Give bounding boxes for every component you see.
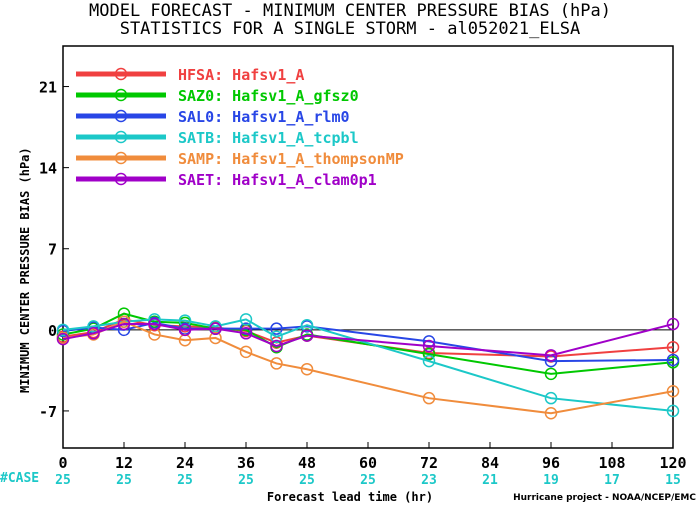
x-tick-label: 36 — [237, 454, 255, 472]
legend-marker — [114, 130, 128, 144]
x-tick-label: 60 — [359, 454, 377, 472]
x-tick-label: 120 — [659, 454, 686, 472]
case-count: 25 — [55, 473, 71, 488]
data-point — [422, 347, 436, 361]
data-point — [87, 320, 100, 333]
data-point — [544, 349, 558, 362]
case-count: 21 — [482, 473, 498, 488]
legend-label: SAMP: Hafsv1_A_thompsonMP — [178, 150, 404, 168]
data-point — [148, 317, 161, 331]
data-point — [117, 317, 131, 331]
data-point — [544, 367, 558, 381]
data-point — [56, 323, 70, 337]
case-count: 25 — [177, 473, 193, 488]
data-point — [300, 329, 314, 342]
chart-subtitle: STATISTICS FOR A SINGLE STORM - al052021… — [119, 19, 581, 39]
legend-marker — [114, 109, 128, 123]
data-point — [56, 332, 70, 346]
data-point — [178, 314, 192, 327]
y-tick-label: 7 — [48, 241, 57, 259]
x-tick-label: 108 — [598, 454, 625, 472]
data-point — [209, 322, 222, 335]
y-tick-label: 14 — [39, 160, 57, 178]
data-point — [178, 323, 192, 337]
data-point — [544, 406, 558, 420]
data-point — [239, 327, 253, 340]
y-tick-label: 21 — [39, 79, 57, 97]
x-axis-label: Forecast lead time (hr) — [266, 490, 434, 504]
x-tick-label: 24 — [176, 454, 194, 472]
legend-marker — [114, 88, 128, 102]
data-point — [300, 362, 314, 376]
legend-label: SAET: Hafsv1_A_clam0p1 — [178, 171, 377, 189]
x-tick-label: 48 — [298, 454, 316, 472]
legend-marker — [114, 172, 128, 186]
data-point — [666, 404, 680, 418]
data-point — [666, 317, 680, 331]
data-point — [422, 354, 436, 368]
case-count: 25 — [116, 473, 132, 488]
case-count: 25 — [360, 473, 376, 488]
legend-label: SAZ0: Hafsv1_A_gfsz0 — [178, 87, 359, 105]
x-tick-label: 12 — [115, 454, 133, 472]
x-tick-label: 72 — [420, 454, 438, 472]
case-count: 19 — [543, 473, 559, 488]
legend-label: HFSA: Hafsv1_A — [178, 66, 304, 84]
legend-label: SATB: Hafsv1_A_tcpbl — [178, 129, 359, 147]
case-count: 25 — [299, 473, 315, 488]
data-point — [666, 384, 680, 398]
case-count: 15 — [665, 473, 681, 488]
data-point — [544, 391, 558, 405]
plot-frame — [62, 45, 674, 449]
chart-title: MODEL FORECAST - MINIMUM CENTER PRESSURE… — [89, 1, 611, 21]
y-axis-label: MINIMUM CENTER PRESSURE BIAS (hPa) — [18, 147, 32, 393]
legend-marker — [114, 151, 128, 165]
credit-text: Hurricane project - NOAA/NCEP/EMC — [513, 493, 696, 503]
x-tick-label: 96 — [542, 454, 560, 472]
data-point — [239, 345, 253, 359]
legend-label: SAL0: Hafsv1_A_rlm0 — [178, 108, 350, 126]
x-tick-label: 0 — [58, 454, 67, 472]
data-point — [422, 339, 436, 353]
data-point — [270, 357, 283, 370]
data-point — [270, 322, 283, 335]
data-point — [239, 313, 253, 326]
y-tick-label: -7 — [39, 403, 57, 421]
y-tick-label: 0 — [48, 322, 57, 340]
series-line — [62, 320, 674, 415]
data-point — [87, 327, 100, 340]
data-point — [209, 331, 222, 345]
data-point — [270, 330, 283, 344]
case-count: 25 — [238, 473, 254, 488]
case-count: 23 — [421, 473, 437, 488]
case-count: 17 — [604, 473, 620, 488]
data-point — [422, 391, 436, 405]
data-point — [270, 339, 283, 353]
data-point — [666, 353, 680, 367]
x-tick-label: 84 — [481, 454, 499, 472]
case-row-label: #CASE — [0, 471, 40, 486]
data-point — [666, 340, 680, 354]
legend-marker — [114, 67, 128, 81]
